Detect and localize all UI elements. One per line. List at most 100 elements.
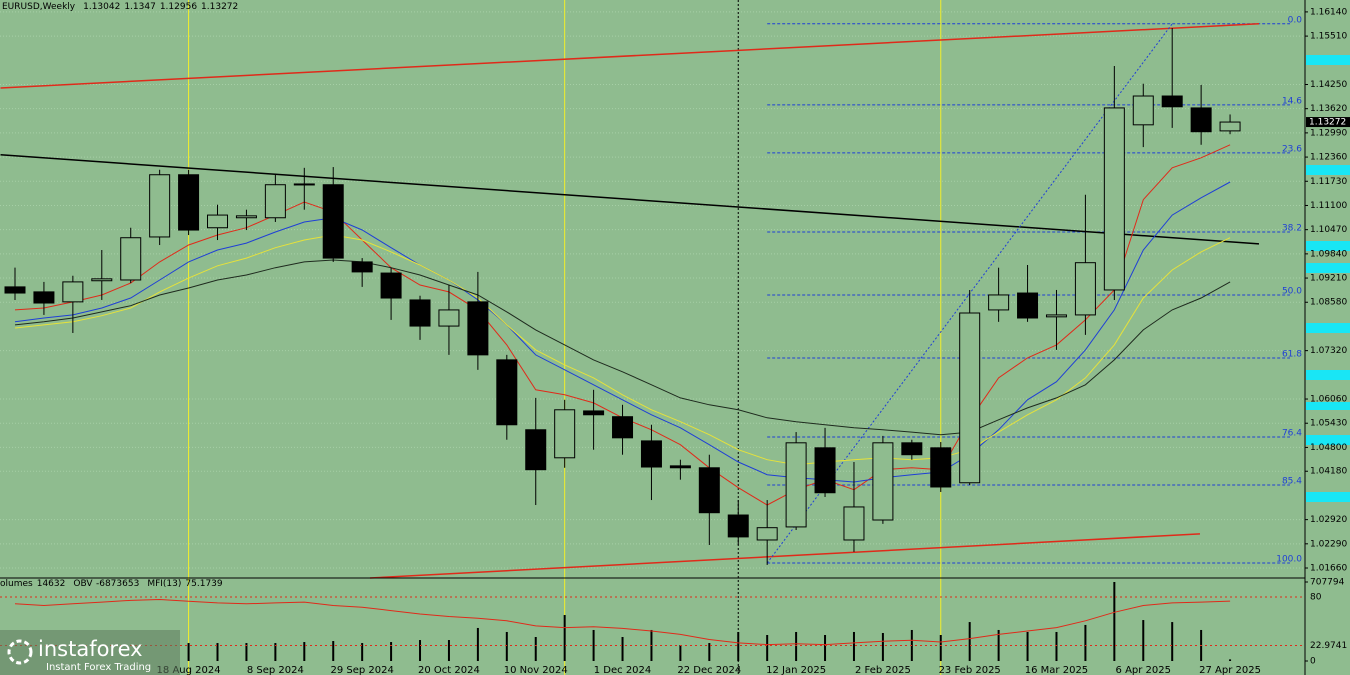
candle-body bbox=[843, 506, 865, 541]
level-marker bbox=[1306, 492, 1350, 502]
candle-body bbox=[640, 440, 662, 468]
y-tick-label: 1.11730 bbox=[1310, 177, 1347, 187]
fib-label: 100.0 bbox=[1276, 555, 1302, 565]
y-tick-label: 1.15510 bbox=[1310, 32, 1347, 42]
y-tick-label: 1.11100 bbox=[1310, 201, 1347, 211]
x-tick-label: 2 Feb 2025 bbox=[855, 665, 911, 675]
mfi-value: 75.1739 bbox=[185, 579, 222, 589]
y-tick-label: 1.12990 bbox=[1310, 128, 1347, 138]
candle-body bbox=[814, 447, 836, 494]
low-value: 1.12956 bbox=[160, 2, 197, 12]
candle-body bbox=[727, 514, 749, 538]
symbol: EURUSD,Weekly bbox=[2, 2, 76, 12]
volume-tick-label: 0 bbox=[1310, 657, 1316, 667]
candle-body bbox=[380, 272, 402, 299]
candle-body bbox=[525, 429, 547, 471]
volume-value: 14632 bbox=[37, 579, 66, 589]
mfi-tick-label: 80 bbox=[1310, 592, 1322, 602]
trendline bbox=[369, 533, 1201, 579]
candle-body bbox=[4, 286, 26, 294]
candle-body bbox=[959, 312, 981, 484]
candle-body bbox=[1103, 107, 1125, 291]
level-marker bbox=[1306, 55, 1350, 65]
candle-body bbox=[351, 261, 373, 273]
x-tick-label: 27 Apr 2025 bbox=[1199, 665, 1261, 675]
candle-body bbox=[293, 183, 315, 186]
candle-body bbox=[264, 184, 286, 219]
fib-label: 0.0 bbox=[1288, 15, 1303, 25]
trendline bbox=[0, 154, 1260, 245]
y-tick-label: 1.14250 bbox=[1310, 80, 1347, 90]
candle-body bbox=[207, 214, 229, 229]
fib-label: 14.6 bbox=[1282, 96, 1302, 106]
candle-body bbox=[235, 215, 257, 219]
candle-body bbox=[785, 442, 807, 528]
x-tick-label: 23 Feb 2025 bbox=[939, 665, 1001, 675]
level-marker bbox=[1306, 370, 1350, 380]
x-tick-label: 20 Oct 2024 bbox=[418, 665, 480, 675]
x-tick-label: 6 Apr 2025 bbox=[1116, 665, 1171, 675]
mfi-line bbox=[14, 598, 1231, 646]
fib-label: 50.0 bbox=[1282, 286, 1302, 296]
candle-body bbox=[1132, 95, 1154, 126]
candle-body bbox=[1219, 121, 1241, 132]
candle-body bbox=[669, 465, 691, 469]
x-tick-label: 18 Aug 2024 bbox=[157, 665, 221, 675]
y-tick-label: 1.10470 bbox=[1310, 225, 1347, 235]
candle-body bbox=[33, 291, 55, 304]
candle-body bbox=[612, 416, 634, 439]
candle-body bbox=[1161, 95, 1183, 108]
candle-body bbox=[1017, 292, 1039, 319]
candle-body bbox=[149, 174, 171, 238]
level-markers bbox=[1306, 55, 1350, 502]
obv-value: -6873653 bbox=[96, 579, 139, 589]
close-value: 1.13272 bbox=[201, 2, 238, 12]
mfi-tick-label: 22.9741 bbox=[1310, 641, 1347, 651]
fib-label: 38.2 bbox=[1282, 223, 1302, 233]
fib-label: 23.6 bbox=[1282, 144, 1302, 154]
candle-body bbox=[438, 309, 460, 327]
x-tick-label: 22 Dec 2024 bbox=[677, 665, 741, 675]
trendline bbox=[0, 23, 1260, 89]
price-box bbox=[1306, 117, 1350, 128]
candle-body bbox=[1190, 107, 1212, 133]
y-tick-label: 1.09210 bbox=[1310, 274, 1347, 284]
y-tick-label: 1.07320 bbox=[1310, 346, 1347, 356]
indicator-header: olumes 14632 OBV -6873653 MFI(13) 75.1739 bbox=[0, 579, 223, 589]
x-tick-label: 10 Nov 2024 bbox=[504, 665, 568, 675]
candle-body bbox=[930, 447, 952, 488]
candle-body bbox=[988, 294, 1010, 311]
price-box-label: 1.13272 bbox=[1309, 118, 1346, 128]
candle-body bbox=[583, 410, 605, 416]
level-marker bbox=[1306, 241, 1350, 251]
fib-label: 85.4 bbox=[1282, 477, 1302, 487]
candle-body bbox=[1045, 314, 1067, 318]
candle-body bbox=[698, 467, 720, 514]
candle-body bbox=[901, 442, 923, 456]
y-tick-label: 1.04180 bbox=[1310, 467, 1347, 477]
level-marker bbox=[1306, 263, 1350, 273]
volume-label: olumes bbox=[0, 579, 33, 589]
logo-icon bbox=[7, 639, 33, 665]
candle-body bbox=[756, 527, 778, 541]
watermark: instaforex Instant Forex Trading bbox=[0, 630, 180, 675]
fib-label: 76.4 bbox=[1282, 429, 1302, 439]
x-tick-label: 1 Dec 2024 bbox=[594, 665, 652, 675]
candle-body bbox=[62, 281, 84, 303]
y-tick-label: 1.02920 bbox=[1310, 515, 1347, 525]
y-tick-label: 1.05430 bbox=[1310, 419, 1347, 429]
y-tick-label: 1.08580 bbox=[1310, 298, 1347, 308]
candle-body bbox=[322, 184, 344, 259]
candle-body bbox=[554, 409, 576, 459]
y-tick-label: 1.06060 bbox=[1310, 395, 1347, 405]
high-value: 1.1347 bbox=[124, 2, 156, 12]
level-marker bbox=[1306, 402, 1350, 410]
y-tick-label: 1.04800 bbox=[1310, 443, 1347, 453]
moving-average bbox=[14, 234, 1231, 466]
candle-body bbox=[872, 442, 894, 521]
x-tick-label: 12 Jan 2025 bbox=[766, 665, 826, 675]
candle-body bbox=[178, 174, 200, 231]
volume-tick-label: 707794 bbox=[1310, 578, 1345, 588]
candle-body bbox=[1074, 262, 1096, 316]
